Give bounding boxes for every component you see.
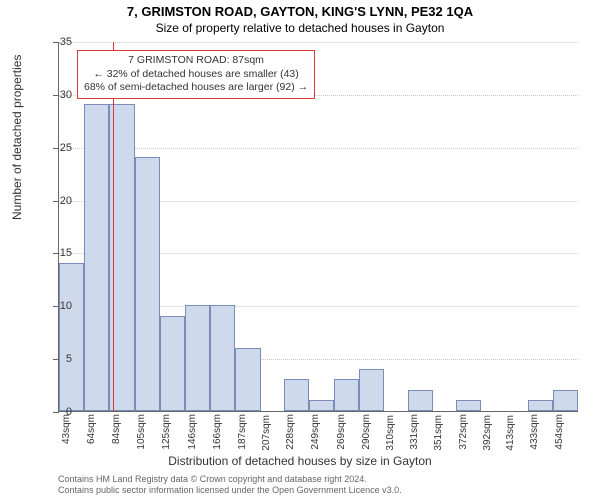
- x-tick-label: 84sqm: [111, 414, 122, 444]
- bar: 454sqm: [553, 390, 578, 411]
- bar: 64sqm: [84, 104, 109, 411]
- footer-attribution: Contains HM Land Registry data © Crown c…: [58, 474, 402, 496]
- x-tick-label: 454sqm: [554, 414, 565, 450]
- x-tick-label: 290sqm: [361, 414, 372, 450]
- bar: 372sqm: [456, 400, 481, 411]
- x-tick-label: 413sqm: [505, 415, 516, 451]
- plot: 43sqm64sqm84sqm105sqm125sqm146sqm166sqm1…: [58, 42, 578, 412]
- chart-title-main: 7, GRIMSTON ROAD, GAYTON, KING'S LYNN, P…: [0, 0, 600, 19]
- bar: 187sqm: [235, 348, 260, 411]
- bar: 166sqm: [210, 305, 235, 411]
- x-tick-label: 43sqm: [61, 414, 72, 444]
- y-tick-label: 35: [60, 36, 72, 48]
- bar: 43sqm: [59, 263, 84, 411]
- y-tick: [53, 412, 59, 413]
- bar: 331sqm: [408, 390, 433, 411]
- x-tick-label: 331sqm: [409, 414, 420, 450]
- x-tick-label: 166sqm: [212, 414, 223, 450]
- bar: 269sqm: [334, 379, 359, 411]
- y-tick-label: 30: [60, 89, 72, 101]
- x-axis-label: Distribution of detached houses by size …: [0, 454, 600, 468]
- y-tick-label: 15: [60, 247, 72, 259]
- bar: 249sqm: [309, 400, 334, 411]
- annotation-line-1: 7 GRIMSTON ROAD: 87sqm: [84, 54, 308, 68]
- annotation-line-3: 68% of semi-detached houses are larger (…: [84, 81, 308, 95]
- x-tick-label: 64sqm: [86, 414, 97, 444]
- y-tick-label: 10: [60, 300, 72, 312]
- x-tick-label: 146sqm: [187, 414, 198, 450]
- y-axis-label: Number of detached properties: [10, 55, 24, 220]
- bar: 228sqm: [284, 379, 309, 411]
- bar: 146sqm: [185, 305, 210, 411]
- bar: 433sqm: [528, 400, 553, 411]
- annotation-line-2: ← 32% of detached houses are smaller (43…: [84, 68, 308, 82]
- x-tick-label: 249sqm: [310, 414, 321, 450]
- x-tick-label: 228sqm: [285, 414, 296, 450]
- x-tick-label: 105sqm: [136, 414, 147, 450]
- x-tick-label: 187sqm: [237, 414, 248, 450]
- chart-title-sub: Size of property relative to detached ho…: [0, 19, 600, 35]
- x-tick-label: 433sqm: [529, 414, 540, 450]
- x-tick-label: 392sqm: [482, 415, 493, 451]
- x-tick-label: 125sqm: [161, 414, 172, 450]
- x-tick-label: 351sqm: [433, 415, 444, 451]
- y-tick-label: 0: [66, 406, 72, 418]
- x-tick-label: 269sqm: [336, 414, 347, 450]
- x-tick-label: 207sqm: [261, 415, 272, 451]
- y-tick-label: 5: [66, 353, 72, 365]
- chart-area: 43sqm64sqm84sqm105sqm125sqm146sqm166sqm1…: [58, 42, 578, 412]
- y-tick-label: 20: [60, 195, 72, 207]
- bar: 290sqm: [359, 369, 384, 411]
- annotation-box: 7 GRIMSTON ROAD: 87sqm ← 32% of detached…: [77, 50, 315, 99]
- footer-line-2: Contains public sector information licen…: [58, 485, 402, 496]
- y-tick-label: 25: [60, 142, 72, 154]
- bar: 125sqm: [160, 316, 185, 411]
- footer-line-1: Contains HM Land Registry data © Crown c…: [58, 474, 402, 485]
- x-tick-label: 372sqm: [458, 414, 469, 450]
- x-tick-label: 310sqm: [385, 415, 396, 451]
- bar: 105sqm: [135, 157, 160, 411]
